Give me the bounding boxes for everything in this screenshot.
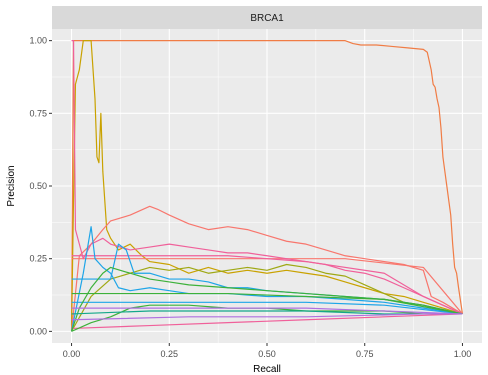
x-tick-label: 0.25 xyxy=(161,349,179,359)
series-line-1 xyxy=(70,40,464,326)
y-tick-label: 0.50 xyxy=(29,181,47,191)
series-line-7 xyxy=(71,255,463,315)
facet-strip-background xyxy=(52,6,482,29)
y-tick-label: 0.25 xyxy=(29,254,47,264)
y-tick-label: 0.75 xyxy=(29,108,47,118)
series-line-4 xyxy=(70,205,463,332)
y-axis-title: Precision xyxy=(6,165,17,206)
x-tick-label: 0.00 xyxy=(63,349,81,359)
series-line-15 xyxy=(71,310,463,315)
facet-title: BRCA1 xyxy=(250,13,284,24)
y-tick-label: 1.00 xyxy=(29,36,47,46)
series-line-17 xyxy=(71,313,463,321)
series-line-12 xyxy=(70,266,463,332)
x-axis-title: Recall xyxy=(253,364,281,375)
x-axis: 0.00 0.25 0.50 0.75 1.00 xyxy=(63,343,471,359)
x-tick-label: 0.75 xyxy=(356,349,374,359)
series-line-3 xyxy=(71,263,463,332)
y-tick-label: 0.00 xyxy=(29,326,47,336)
series-lines xyxy=(70,40,464,332)
x-tick-label: 1.00 xyxy=(454,349,472,359)
facet-strip: BRCA1 xyxy=(52,6,482,29)
series-line-10 xyxy=(70,226,463,332)
x-tick-label: 0.50 xyxy=(258,349,276,359)
series-line-13 xyxy=(71,292,463,315)
series-line-2 xyxy=(70,40,463,332)
series-line-16 xyxy=(71,307,463,315)
series-line-11 xyxy=(71,301,463,315)
y-axis: 0.00 0.25 0.50 0.75 1.00 xyxy=(29,36,52,336)
series-line-8 xyxy=(71,313,463,330)
